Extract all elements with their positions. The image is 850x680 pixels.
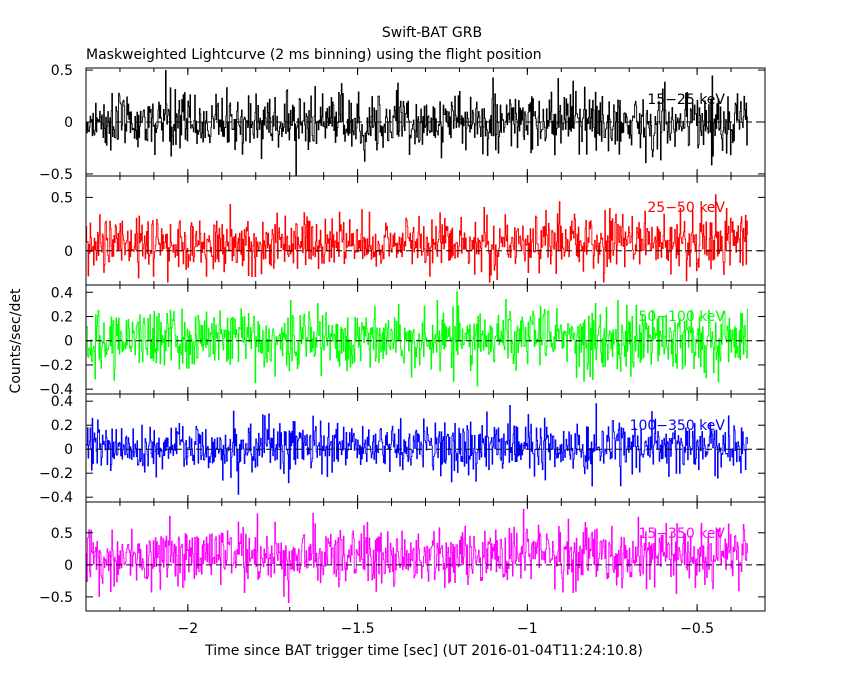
series-line-2	[86, 194, 749, 283]
y-tick-label: 0	[64, 244, 73, 260]
x-tick-label: −1.5	[341, 621, 375, 637]
chart-title: Swift-BAT GRB	[382, 25, 482, 41]
band-label-1: 15−25 keV	[647, 92, 725, 108]
panel-4: −0.4 −0.2 0 0.2 0.4 100−350 keV	[39, 393, 766, 506]
y-tick-label: 0.5	[51, 190, 73, 206]
y-tick-label: −0.2	[39, 358, 73, 374]
chart-subtitle: Maskweighted Lightcurve (2 ms binning) u…	[86, 47, 542, 63]
y-tick-label: 0.4	[51, 394, 73, 410]
series-line-3	[86, 291, 749, 387]
y-tick-label: 0.5	[51, 63, 73, 79]
panel-frame-2	[85, 175, 766, 286]
y-tick-label: 0.2	[51, 309, 73, 325]
x-tick-label: −0.5	[680, 621, 714, 637]
y-tick-label: 0	[64, 334, 73, 350]
series-line-1	[86, 70, 749, 176]
band-label-5: 15−350 keV	[638, 526, 725, 542]
series-line-4	[86, 403, 749, 495]
panel-1: −0.5 0 0.5 15−25 keV	[39, 63, 766, 183]
x-axis: −2 −1.5 −1 −0.5	[178, 621, 715, 637]
y-tick-label: −0.5	[39, 590, 73, 606]
band-label-2: 25−50 keV	[647, 200, 725, 216]
x-tick-label: −2	[178, 621, 199, 637]
panel-3: −0.4 −0.2 0 0.2 0.4 50−100 keV	[39, 284, 766, 398]
y-tick-label: −0.4	[39, 490, 73, 506]
y-tick-label: 0.5	[51, 526, 73, 542]
series-line-5	[86, 508, 749, 604]
y-tick-label: 0	[64, 442, 73, 458]
y-tick-label: 0.2	[51, 418, 73, 434]
panel-5: −0.5 0 0.5 15−350 keV	[39, 501, 766, 612]
x-tick-label: −1	[517, 621, 538, 637]
x-axis-label: Time since BAT trigger time [sec] (UT 20…	[204, 643, 643, 659]
band-label-3: 50−100 keV	[638, 309, 725, 325]
y-tick-label: −0.4	[39, 382, 73, 398]
band-label-4: 100−350 keV	[630, 418, 726, 434]
y-tick-label: 0.4	[51, 285, 73, 301]
y-tick-label: −0.2	[39, 466, 73, 482]
y-tick-label: −0.5	[39, 167, 73, 183]
y-tick-label: 0	[64, 558, 73, 574]
panel-2: 0 0.5 25−50 keV	[51, 175, 766, 286]
y-tick-label: 0	[64, 115, 73, 131]
y-axis-label: Counts/sec/det	[8, 288, 24, 393]
